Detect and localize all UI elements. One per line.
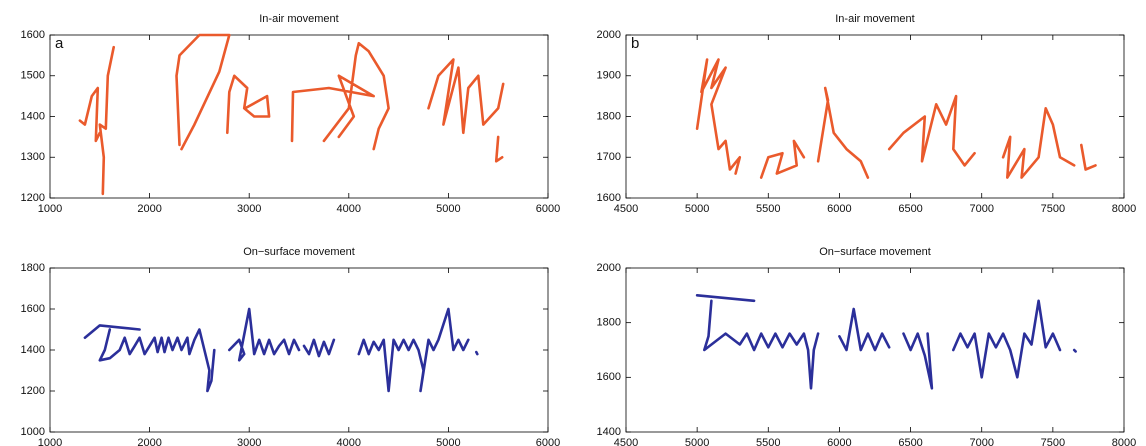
x-tick-label: 7000 bbox=[969, 437, 993, 446]
panel-label: b bbox=[631, 35, 639, 52]
y-tick-label: 1000 bbox=[21, 426, 45, 438]
chart-title: In-air movement bbox=[259, 13, 338, 25]
panel-label: a bbox=[55, 35, 64, 52]
x-tick-label: 5000 bbox=[685, 203, 709, 215]
y-tick-label: 1800 bbox=[597, 317, 621, 329]
x-tick-label: 8000 bbox=[1112, 437, 1136, 446]
y-tick-label: 1700 bbox=[597, 151, 621, 163]
x-tick-label: 7500 bbox=[1041, 437, 1065, 446]
x-tick-label: 2000 bbox=[137, 203, 161, 215]
y-tick-label: 2000 bbox=[597, 262, 621, 274]
y-tick-label: 1600 bbox=[597, 371, 621, 383]
y-tick-label: 1400 bbox=[21, 110, 45, 122]
plot-area bbox=[625, 34, 1125, 199]
x-tick-label: 6000 bbox=[827, 203, 851, 215]
x-tick-label: 1000 bbox=[38, 437, 62, 446]
y-tick-label: 1600 bbox=[597, 192, 621, 204]
x-tick-label: 3000 bbox=[237, 437, 261, 446]
x-tick-label: 6000 bbox=[536, 437, 560, 446]
chart-title: On−surface movement bbox=[243, 246, 355, 258]
plot-area bbox=[49, 34, 549, 199]
y-tick-label: 1800 bbox=[597, 110, 621, 122]
trajectory bbox=[695, 294, 1077, 390]
x-tick-label: 6000 bbox=[536, 203, 560, 215]
y-tick-label: 2000 bbox=[597, 29, 621, 41]
x-tick-label: 7500 bbox=[1041, 203, 1065, 215]
y-tick-label: 1200 bbox=[21, 385, 45, 397]
y-tick-label: 1400 bbox=[597, 426, 621, 438]
x-tick-label: 1000 bbox=[38, 203, 62, 215]
y-tick-label: 1900 bbox=[597, 70, 621, 82]
chart-title: In-air movement bbox=[835, 13, 914, 25]
y-tick-label: 1300 bbox=[21, 151, 45, 163]
x-tick-label: 5000 bbox=[436, 203, 460, 215]
x-tick-label: 5500 bbox=[756, 203, 780, 215]
y-tick-label: 1800 bbox=[21, 262, 45, 274]
x-tick-label: 5500 bbox=[756, 437, 780, 446]
x-tick-label: 4500 bbox=[614, 437, 638, 446]
x-tick-label: 4000 bbox=[337, 203, 361, 215]
x-tick-label: 5000 bbox=[685, 437, 709, 446]
x-tick-label: 3000 bbox=[237, 203, 261, 215]
chart-title: On−surface movement bbox=[819, 246, 931, 258]
x-tick-label: 5000 bbox=[436, 437, 460, 446]
x-tick-label: 4500 bbox=[614, 203, 638, 215]
x-tick-label: 6500 bbox=[898, 203, 922, 215]
trajectory bbox=[83, 307, 479, 393]
y-tick-label: 1200 bbox=[21, 192, 45, 204]
x-tick-label: 6000 bbox=[827, 437, 851, 446]
trajectory bbox=[695, 58, 1097, 179]
y-tick-label: 1500 bbox=[21, 70, 45, 82]
x-tick-label: 7000 bbox=[969, 203, 993, 215]
x-tick-label: 8000 bbox=[1112, 203, 1136, 215]
trajectory bbox=[78, 33, 505, 196]
y-tick-label: 1600 bbox=[21, 29, 45, 41]
x-tick-label: 6500 bbox=[898, 437, 922, 446]
y-tick-label: 1400 bbox=[21, 344, 45, 356]
y-tick-label: 1600 bbox=[21, 303, 45, 315]
x-tick-label: 2000 bbox=[137, 437, 161, 446]
x-tick-label: 4000 bbox=[337, 437, 361, 446]
